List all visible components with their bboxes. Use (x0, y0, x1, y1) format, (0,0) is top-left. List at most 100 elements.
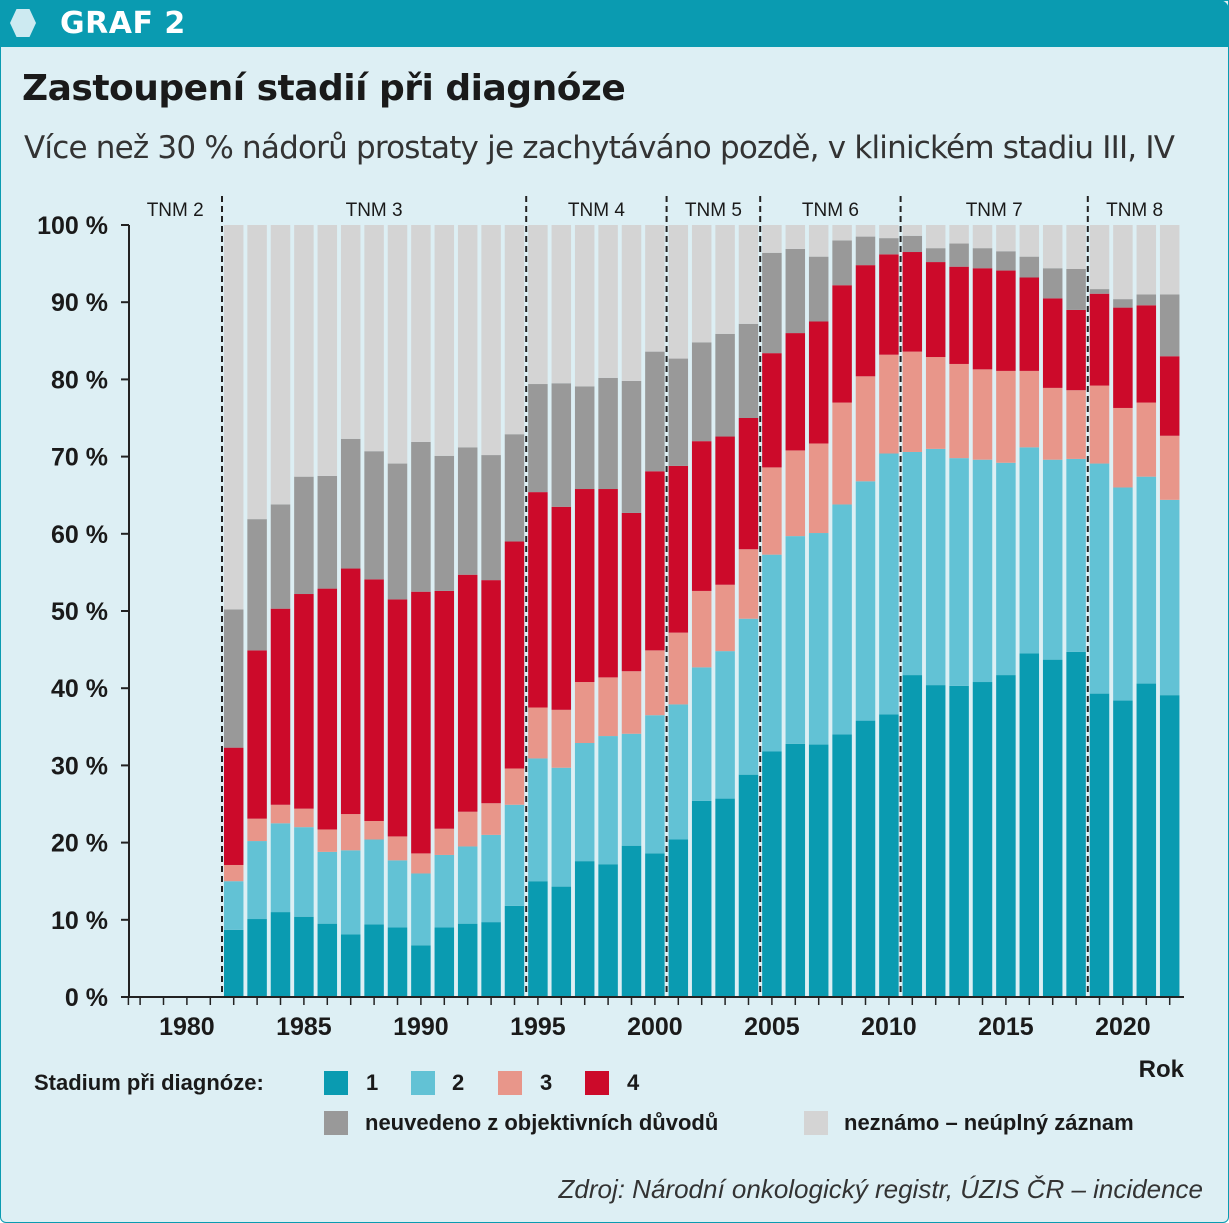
bar-segment-2000-series-6 (645, 225, 665, 352)
bar-segment-1991-series-5 (434, 455, 455, 591)
bar-segment-2017-series-5 (1042, 268, 1063, 299)
bar-segment-1994-series-1 (504, 905, 525, 997)
bar-segment-2012-series-4 (925, 262, 946, 358)
bar-segment-1990-series-6 (411, 225, 431, 442)
bar-segment-2011-series-2 (902, 451, 923, 676)
bar-segment-2002-series-2 (691, 667, 712, 801)
x-tick-label: 2020 (1095, 1013, 1151, 1041)
bar-segment-1988-series-5 (364, 451, 384, 580)
bar-segment-2000-series-5 (645, 351, 665, 472)
bar-segment-2018-series-3 (1066, 390, 1086, 459)
bar-segment-1988-series-2 (364, 839, 384, 925)
hexagon-icon (10, 9, 36, 37)
y-tick-label: 0 % (65, 984, 108, 1012)
bar-segment-1987-series-4 (340, 568, 361, 815)
bar-segment-2014-series-3 (972, 369, 993, 460)
bar-segment-1995-series-5 (528, 384, 548, 493)
bar-segment-1983-series-2 (247, 841, 267, 920)
bar-segment-1996-series-5 (551, 383, 572, 507)
bar-segment-2013-series-3 (949, 363, 969, 459)
bar-segment-2016-series-5 (1019, 256, 1040, 278)
bar-segment-1983-series-6 (247, 225, 267, 520)
bar-segment-1984-series-4 (270, 608, 291, 805)
x-tick-label: 1990 (393, 1013, 449, 1041)
bar-segment-2005-series-5 (762, 252, 782, 354)
bar-segment-2022-series-5 (1159, 294, 1180, 357)
x-tick-label: 2015 (978, 1013, 1034, 1041)
bar-segment-2010-series-4 (879, 254, 899, 355)
bar-segment-2019-series-1 (1089, 693, 1110, 997)
bar-segment-2007-series-3 (808, 443, 829, 534)
bar-segment-2017-series-3 (1042, 387, 1063, 460)
bar-segment-2022-series-6 (1159, 225, 1180, 295)
bar-segment-1993-series-3 (481, 803, 501, 835)
bar-segment-2006-series-2 (785, 536, 806, 744)
source-note: Zdroj: Národní onkologický registr, ÚZIS… (558, 1174, 1204, 1204)
bar-segment-1989-series-3 (387, 836, 408, 861)
bar-segment-2015-series-5 (996, 251, 1016, 271)
x-axis-title: Rok (1139, 1056, 1185, 1083)
bar-segment-2012-series-2 (925, 448, 946, 686)
bar-segment-2014-series-2 (972, 459, 993, 683)
bar-segment-1986-series-5 (317, 475, 338, 589)
legend-swatch-unknown (804, 1111, 828, 1135)
bar-segment-2021-series-4 (1136, 305, 1157, 403)
bar-segment-2004-series-4 (738, 418, 759, 550)
bar-segment-1995-series-6 (528, 225, 548, 385)
bar-segment-1998-series-5 (598, 377, 618, 490)
bar-segment-2022-series-1 (1159, 695, 1180, 997)
bar-segment-2003-series-6 (715, 225, 735, 334)
legend-swatch-stage-4 (585, 1071, 609, 1095)
bar-segment-2016-series-4 (1019, 277, 1040, 371)
bar-segment-2007-series-2 (808, 533, 829, 745)
bar-segment-1998-series-2 (598, 736, 618, 865)
bar-segment-2008-series-1 (832, 734, 852, 997)
bar-segment-2020-series-1 (1113, 700, 1133, 997)
bar-segment-2014-series-5 (972, 248, 993, 269)
bar-segment-1995-series-2 (528, 758, 548, 882)
bar-segment-2005-series-3 (762, 467, 782, 555)
bar-segment-2001-series-4 (668, 465, 689, 633)
bar-segment-2009-series-4 (855, 265, 876, 377)
bar-segment-1993-series-5 (481, 455, 501, 581)
bar-segment-2019-series-4 (1089, 293, 1110, 386)
bar-segment-2013-series-2 (949, 458, 969, 686)
chart-title: Zastoupení stadií při diagnóze (22, 68, 626, 109)
bar-segment-1988-series-4 (364, 579, 384, 821)
bar-segment-2009-series-6 (855, 225, 876, 237)
bar-segment-2002-series-1 (691, 800, 712, 997)
bar-segment-1989-series-5 (387, 463, 408, 600)
bar-segment-2019-series-3 (1089, 385, 1110, 464)
bar-segment-2001-series-2 (668, 704, 689, 840)
legend-swatch-stage-3 (498, 1071, 522, 1095)
legend-swatch-stage-1 (324, 1071, 348, 1095)
x-tick-label: 1995 (510, 1013, 566, 1041)
bar-segment-1999-series-2 (621, 733, 642, 846)
bar-segment-1982-series-5 (223, 609, 244, 748)
bar-segment-1983-series-1 (247, 919, 267, 997)
bar-segment-1987-series-1 (340, 934, 361, 997)
bar-segment-1998-series-1 (598, 864, 618, 997)
bar-segment-1984-series-2 (270, 823, 291, 913)
bar-segment-2018-series-6 (1066, 225, 1086, 269)
bar-segment-2008-series-4 (832, 285, 852, 403)
bar-segment-1984-series-5 (270, 504, 291, 609)
bar-segment-1984-series-3 (270, 804, 291, 824)
bar-segment-1997-series-1 (574, 861, 595, 997)
bar-segment-2017-series-1 (1042, 659, 1063, 997)
bar-segment-1986-series-3 (317, 829, 338, 852)
bar-segment-2013-series-1 (949, 685, 969, 997)
bar-segment-2008-series-6 (832, 225, 852, 241)
bar-segment-2006-series-1 (785, 743, 806, 997)
y-tick-label: 50 % (51, 598, 108, 626)
legend-label-stage-1: 1 (366, 1070, 379, 1095)
bar-segment-1984-series-1 (270, 912, 291, 997)
bar-segment-2002-series-6 (691, 225, 712, 343)
bar-segment-2016-series-1 (1019, 653, 1040, 997)
bar-segment-2017-series-2 (1042, 459, 1063, 660)
bar-segment-1983-series-4 (247, 650, 267, 819)
x-tick-label: 1985 (276, 1013, 332, 1041)
figure-label: GRAF 2 (60, 6, 186, 41)
bar-segment-2021-series-1 (1136, 683, 1157, 997)
bar-segment-2015-series-3 (996, 370, 1016, 463)
